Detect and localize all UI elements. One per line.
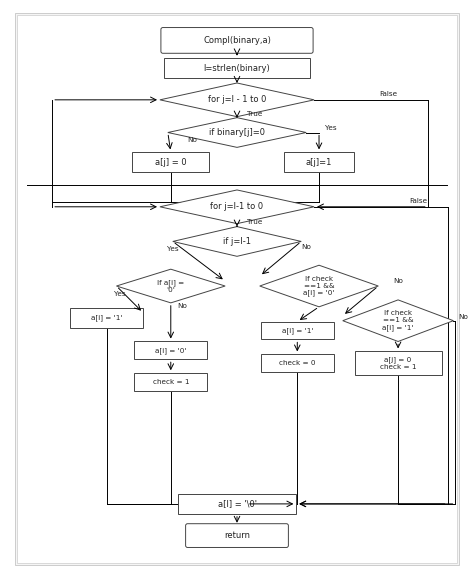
FancyBboxPatch shape [15,13,459,565]
Bar [132,152,210,172]
Bar [70,308,143,328]
Text: a[j]=1: a[j]=1 [306,158,332,166]
Text: check = 0: check = 0 [279,360,316,366]
Text: No: No [458,314,468,320]
Text: True: True [247,219,263,225]
Text: l=strlen(binary): l=strlen(binary) [204,63,270,73]
Text: a[i] = '0': a[i] = '0' [155,347,187,354]
FancyBboxPatch shape [186,524,288,547]
Text: False: False [379,91,397,97]
Text: check = 1: check = 1 [153,379,189,385]
Text: True: True [247,111,263,117]
Bar [355,351,442,375]
Polygon shape [117,269,225,303]
FancyBboxPatch shape [17,14,457,563]
Text: No: No [178,303,188,309]
Polygon shape [160,190,314,223]
Polygon shape [168,118,306,147]
Text: If check
==1 &&
a[i] = '0': If check ==1 && a[i] = '0' [303,276,335,297]
Polygon shape [260,265,378,307]
Polygon shape [160,83,314,117]
Text: Yes: Yes [325,124,337,131]
Bar [261,354,334,372]
Bar [134,373,207,391]
Polygon shape [343,300,454,342]
Bar [261,321,334,339]
Bar [284,152,354,172]
Bar [178,494,296,514]
Text: If a[i] =
'0': If a[i] = '0' [157,279,184,293]
Text: Yes: Yes [167,247,179,252]
Text: a[j] = 0: a[j] = 0 [155,158,187,166]
Text: No: No [188,138,198,143]
Text: for j=l - 1 to 0: for j=l - 1 to 0 [208,96,266,104]
Text: False: False [409,198,427,204]
FancyBboxPatch shape [161,28,313,54]
Text: if j=l-1: if j=l-1 [223,237,251,246]
Text: for j=l-1 to 0: for j=l-1 to 0 [210,202,264,211]
Text: a[i] = '1': a[i] = '1' [282,327,313,334]
Text: a[i] = '1': a[i] = '1' [91,314,122,321]
Text: Yes: Yes [114,291,125,297]
Polygon shape [173,226,301,256]
Text: No: No [301,244,311,251]
Bar [164,58,310,78]
Text: a[l] = '\0': a[l] = '\0' [218,499,256,509]
Text: if binary[j]=0: if binary[j]=0 [209,128,265,137]
Bar [134,342,207,359]
Text: return: return [224,531,250,540]
Text: Compl(binary,a): Compl(binary,a) [203,36,271,45]
Text: a[j] = 0
check = 1: a[j] = 0 check = 1 [380,356,416,370]
Text: If check
==1 &&
a[i] = '1': If check ==1 && a[i] = '1' [383,310,414,331]
Text: No: No [393,278,403,284]
